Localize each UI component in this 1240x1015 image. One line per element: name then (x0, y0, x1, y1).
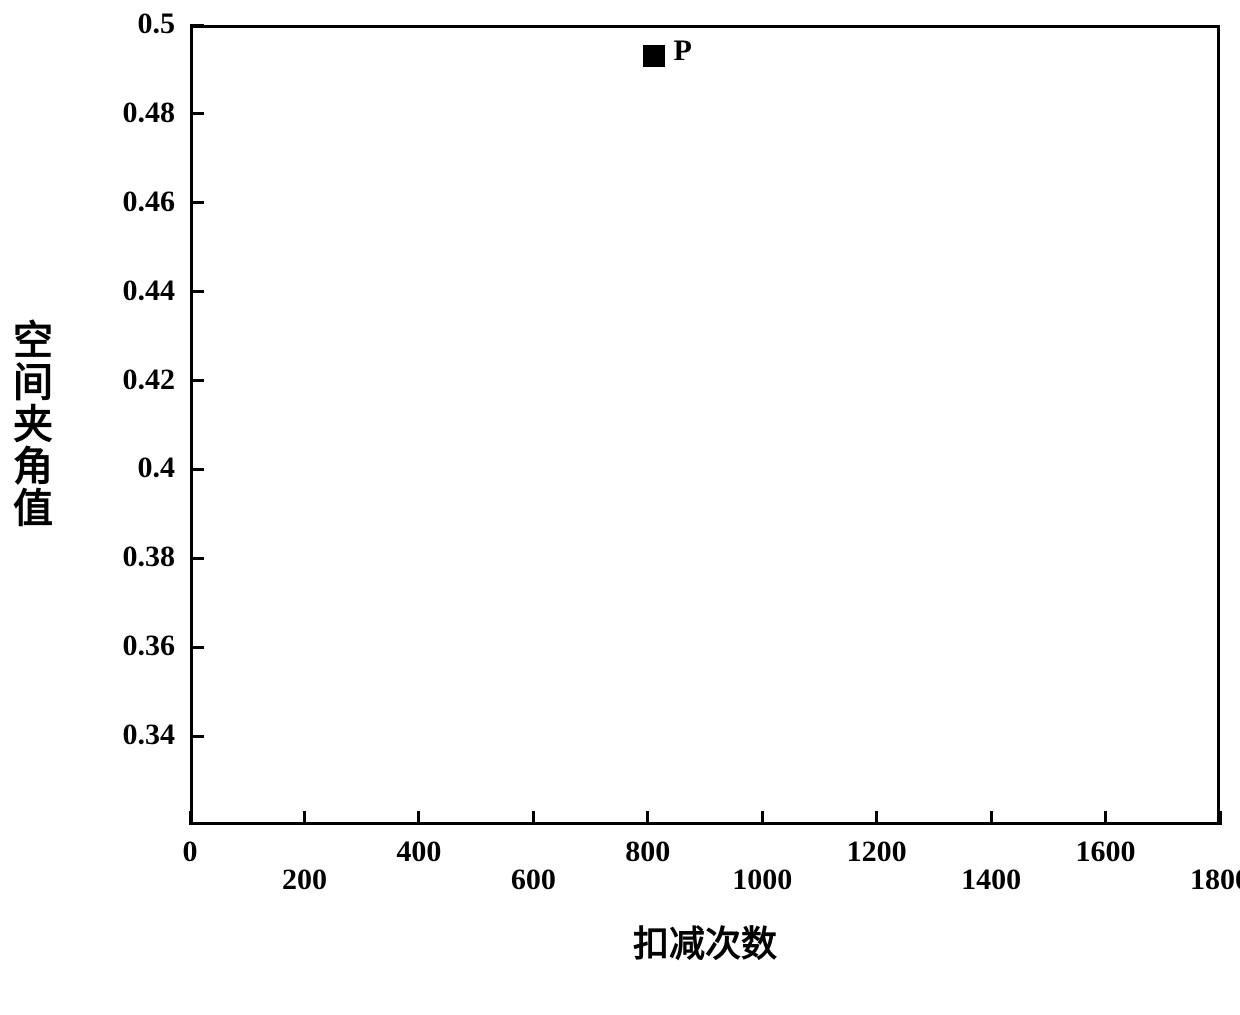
x-tick-label: 1400 (941, 863, 1041, 897)
x-tick (990, 811, 993, 825)
x-tick-label: 0 (140, 835, 240, 869)
x-tick (1219, 811, 1222, 825)
x-tick (303, 811, 306, 825)
y-tick (190, 201, 204, 204)
y-axis-title-char: 间 (10, 362, 56, 404)
x-tick (532, 811, 535, 825)
x-tick (1104, 811, 1107, 825)
x-tick-label: 1200 (827, 835, 927, 869)
y-axis-title-char: 空 (10, 320, 56, 362)
x-tick (189, 811, 192, 825)
data-point-p-label: P (674, 34, 692, 68)
x-tick-label: 600 (483, 863, 583, 897)
y-tick-label: 0.5 (90, 7, 175, 41)
data-point-p (643, 45, 665, 67)
y-tick-label: 0.48 (90, 96, 175, 130)
x-tick (875, 811, 878, 825)
y-tick (190, 112, 204, 115)
x-tick-label: 400 (369, 835, 469, 869)
y-tick-label: 0.4 (90, 451, 175, 485)
x-axis-title: 扣减次数 (505, 915, 905, 967)
x-tick (417, 811, 420, 825)
x-tick-label: 1600 (1056, 835, 1156, 869)
x-tick-label: 800 (598, 835, 698, 869)
x-tick (761, 811, 764, 825)
y-axis-title-char: 角 (10, 446, 56, 488)
y-tick (190, 735, 204, 738)
x-tick-label: 1000 (712, 863, 812, 897)
chart-root: 0.5 0.48 0.46 0.44 0.42 0.4 0.38 0.36 0.… (0, 0, 1240, 1015)
x-tick (646, 811, 649, 825)
y-tick (190, 24, 204, 27)
y-tick (190, 290, 204, 293)
y-tick (190, 646, 204, 649)
y-axis-title-char: 夹 (10, 404, 56, 446)
x-tick-label: 200 (254, 863, 354, 897)
y-tick-label: 0.36 (90, 629, 175, 663)
y-axis-title: 空间夹角值 (10, 320, 56, 530)
y-axis-title-char: 值 (10, 488, 56, 530)
y-tick (190, 557, 204, 560)
plot-area (190, 25, 1220, 825)
y-tick-label: 0.38 (90, 540, 175, 574)
y-tick-label: 0.44 (90, 274, 175, 308)
y-tick-label: 0.46 (90, 185, 175, 219)
y-tick (190, 468, 204, 471)
x-tick-label: 1800 (1170, 863, 1240, 897)
y-tick-label: 0.34 (90, 718, 175, 752)
y-tick (190, 379, 204, 382)
y-tick-label: 0.42 (90, 363, 175, 397)
